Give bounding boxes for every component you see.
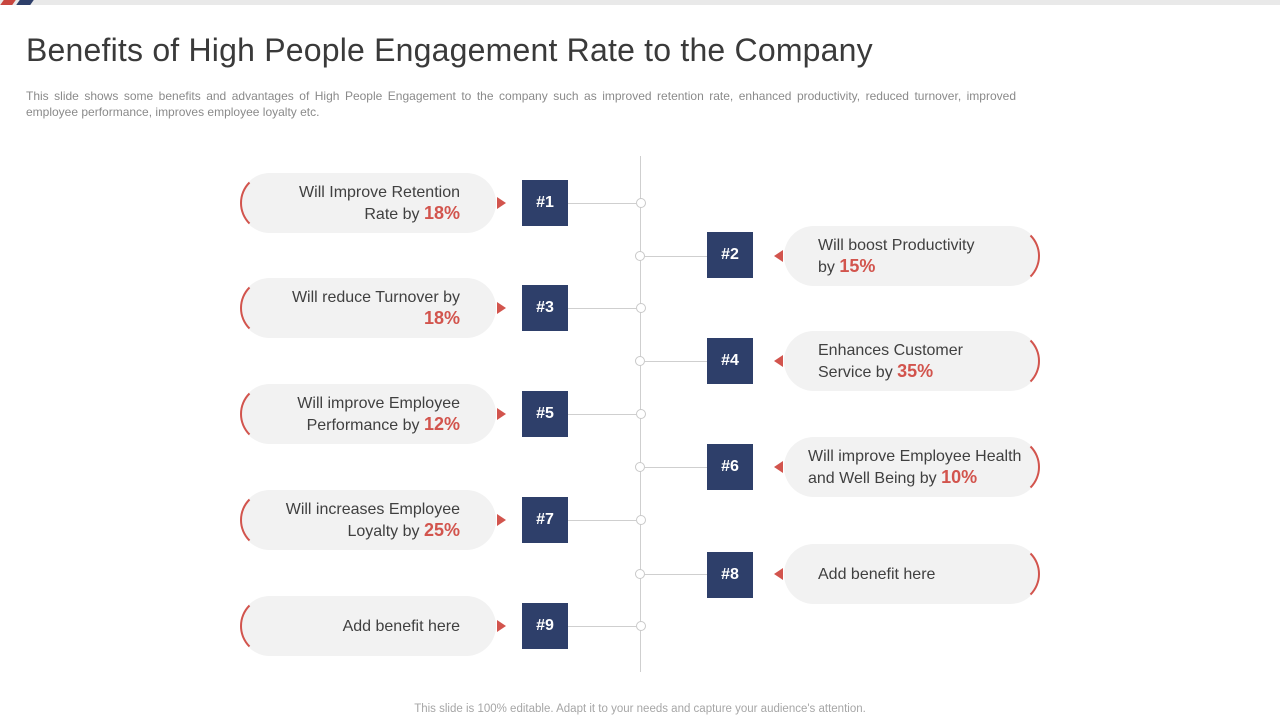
number-badge-7: #7	[522, 497, 568, 543]
benefit-text-4: Enhances Customer Service by 35%	[818, 341, 963, 381]
connector-8	[645, 574, 707, 575]
benefit-card-7: Will increases Employee Loyalty by 25%	[240, 490, 496, 550]
benefit-text-2: Will boost Productivity by 15%	[818, 236, 975, 276]
benefit-percent-6: 10%	[941, 466, 978, 487]
benefit-text-6: Will improve Employee Health and Well Be…	[808, 447, 1022, 487]
benefit-card-6: Will improve Employee Health and Well Be…	[784, 437, 1040, 497]
benefit-card-3: Will reduce Turnover by 18%	[240, 278, 496, 338]
connector-7	[568, 520, 636, 521]
benefit-card-2: Will boost Productivity by 15%	[784, 226, 1040, 286]
axis-node-1	[636, 198, 646, 208]
axis-node-4	[635, 356, 645, 366]
pointer-arrow-3	[497, 302, 506, 314]
slide-subtitle: This slide shows some benefits and advan…	[26, 89, 1016, 119]
slide-footer-note: This slide is 100% editable. Adapt it to…	[414, 703, 866, 715]
number-badge-8: #8	[707, 552, 753, 598]
benefit-card-9: Add benefit here	[240, 596, 496, 656]
axis-node-5	[636, 409, 646, 419]
slide-title: Benefits of High People Engagement Rate …	[26, 32, 873, 68]
benefit-percent-5: 12%	[423, 413, 460, 434]
benefit-text-3: Will reduce Turnover by 18%	[291, 288, 460, 328]
pointer-arrow-6	[774, 461, 783, 473]
axis-node-3	[636, 303, 646, 313]
benefit-percent-7: 25%	[423, 519, 460, 540]
top-accent-strip	[0, 0, 1280, 5]
benefit-percent-1: 18%	[423, 202, 460, 223]
benefit-card-4: Enhances Customer Service by 35%	[784, 331, 1040, 391]
pointer-arrow-8	[774, 568, 783, 580]
axis-node-9	[636, 621, 646, 631]
benefit-percent-4: 35%	[897, 360, 934, 381]
axis-node-2	[635, 251, 645, 261]
pointer-arrow-2	[774, 250, 783, 262]
benefit-percent-3: 18%	[423, 307, 460, 328]
number-badge-4: #4	[707, 338, 753, 384]
benefit-percent-2: 15%	[839, 255, 876, 276]
connector-4	[645, 361, 707, 362]
number-badge-5: #5	[522, 391, 568, 437]
axis-node-8	[635, 569, 645, 579]
pointer-arrow-5	[497, 408, 506, 420]
benefit-card-8: Add benefit here	[784, 544, 1040, 604]
benefit-card-1: Will Improve Retention Rate by 18%	[240, 173, 496, 233]
benefit-text-8: Add benefit here	[818, 565, 936, 583]
axis-node-6	[635, 462, 645, 472]
connector-1	[568, 203, 636, 204]
connector-3	[568, 308, 636, 309]
pointer-arrow-9	[497, 620, 506, 632]
number-badge-2: #2	[707, 232, 753, 278]
number-badge-9: #9	[522, 603, 568, 649]
pointer-arrow-7	[497, 514, 506, 526]
benefit-text-5: Will improve Employee Performance by 12%	[297, 394, 460, 434]
number-badge-1: #1	[522, 180, 568, 226]
benefit-card-5: Will improve Employee Performance by 12%	[240, 384, 496, 444]
benefit-text-1: Will Improve Retention Rate by 18%	[299, 183, 460, 223]
connector-9	[568, 626, 636, 627]
pointer-arrow-4	[774, 355, 783, 367]
number-badge-3: #3	[522, 285, 568, 331]
number-badge-6: #6	[707, 444, 753, 490]
connector-2	[645, 256, 707, 257]
connector-5	[568, 414, 636, 415]
pointer-arrow-1	[497, 197, 506, 209]
benefit-text-9: Add benefit here	[342, 617, 460, 635]
connector-6	[645, 467, 707, 468]
benefit-text-7: Will increases Employee Loyalty by 25%	[285, 500, 460, 540]
axis-node-7	[636, 515, 646, 525]
